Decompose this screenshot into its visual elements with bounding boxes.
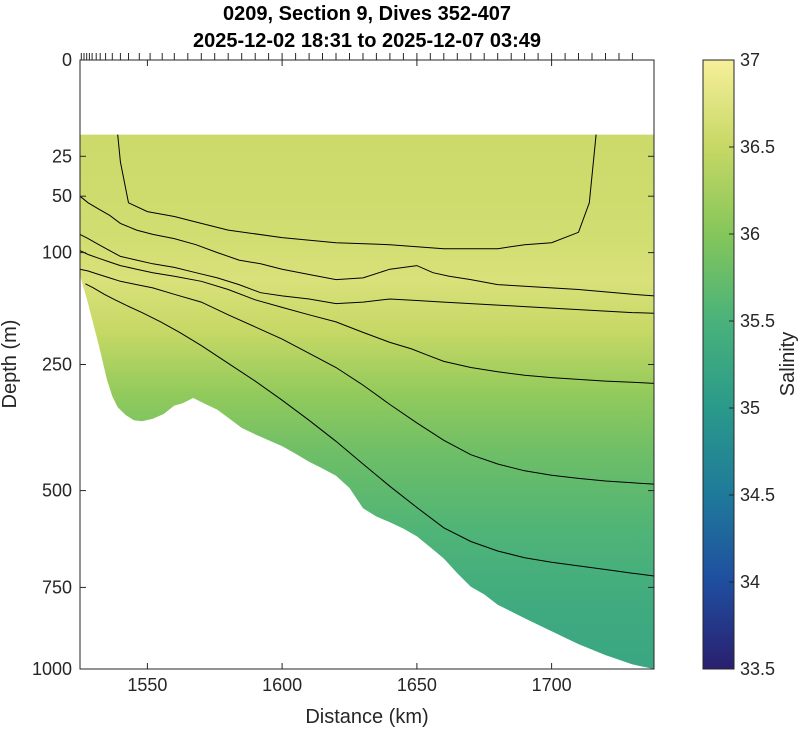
y-tick-label: 1000 bbox=[32, 659, 72, 679]
colorbar-tick-label: 36 bbox=[740, 224, 760, 244]
y-tick-label: 500 bbox=[42, 481, 72, 501]
colorbar-ticks: 33.5 34 34.5 35 35.5 36 36.5 37 bbox=[729, 50, 775, 679]
profile-ticks bbox=[80, 53, 633, 60]
y-tick-label: 750 bbox=[42, 577, 72, 597]
colorbar-fill bbox=[702, 59, 735, 670]
chart-title-line-1: 0209, Section 9, Dives 352-407 bbox=[223, 3, 511, 25]
x-axis: 1550 1600 1650 1700 bbox=[127, 60, 572, 695]
y-tick-label: 250 bbox=[42, 355, 72, 375]
colorbar-tick-label: 35 bbox=[740, 398, 760, 418]
colorbar: 33.5 34 34.5 35 35.5 36 36.5 37 bbox=[702, 50, 775, 679]
x-tick-label: 1650 bbox=[397, 675, 437, 695]
plot-area: 1550 1600 1650 1700 0 25 50 100 250 500 750 1000 bbox=[32, 50, 655, 695]
contour-lines bbox=[79, 134, 655, 577]
contour-line-4 bbox=[79, 250, 655, 384]
contour-line-1 bbox=[117, 134, 597, 250]
colorbar-tick-label: 34.5 bbox=[740, 485, 775, 505]
y-tick-label: 100 bbox=[42, 243, 72, 263]
chart-title-line-2: 2025-12-02 18:31 to 2025-12-07 03:49 bbox=[193, 30, 541, 52]
contour-line-3 bbox=[79, 233, 655, 314]
contour-line-5 bbox=[79, 268, 655, 485]
colorbar-tick-label: 35.5 bbox=[740, 311, 775, 331]
y-tick-label: 0 bbox=[62, 50, 72, 70]
colorbar-tick-label: 37 bbox=[740, 50, 760, 70]
x-tick-label: 1700 bbox=[532, 675, 572, 695]
colorbar-tick-label: 36.5 bbox=[740, 137, 775, 157]
contour-line-2 bbox=[79, 195, 655, 297]
colorbar-tick-label: 33.5 bbox=[740, 659, 775, 679]
y-axis-label: Depth (m) bbox=[0, 320, 21, 409]
x-tick-label: 1550 bbox=[127, 675, 167, 695]
y-tick-label: 25 bbox=[52, 146, 72, 166]
y-tick-label: 50 bbox=[52, 186, 72, 206]
colorbar-label: Salinity bbox=[777, 332, 799, 396]
x-axis-label: Distance (km) bbox=[305, 706, 428, 728]
x-tick-label: 1600 bbox=[262, 675, 302, 695]
colorbar-tick-label: 34 bbox=[740, 572, 760, 592]
y-axis: 0 25 50 100 250 500 750 1000 bbox=[32, 50, 654, 679]
contour-line-6 bbox=[85, 283, 655, 577]
